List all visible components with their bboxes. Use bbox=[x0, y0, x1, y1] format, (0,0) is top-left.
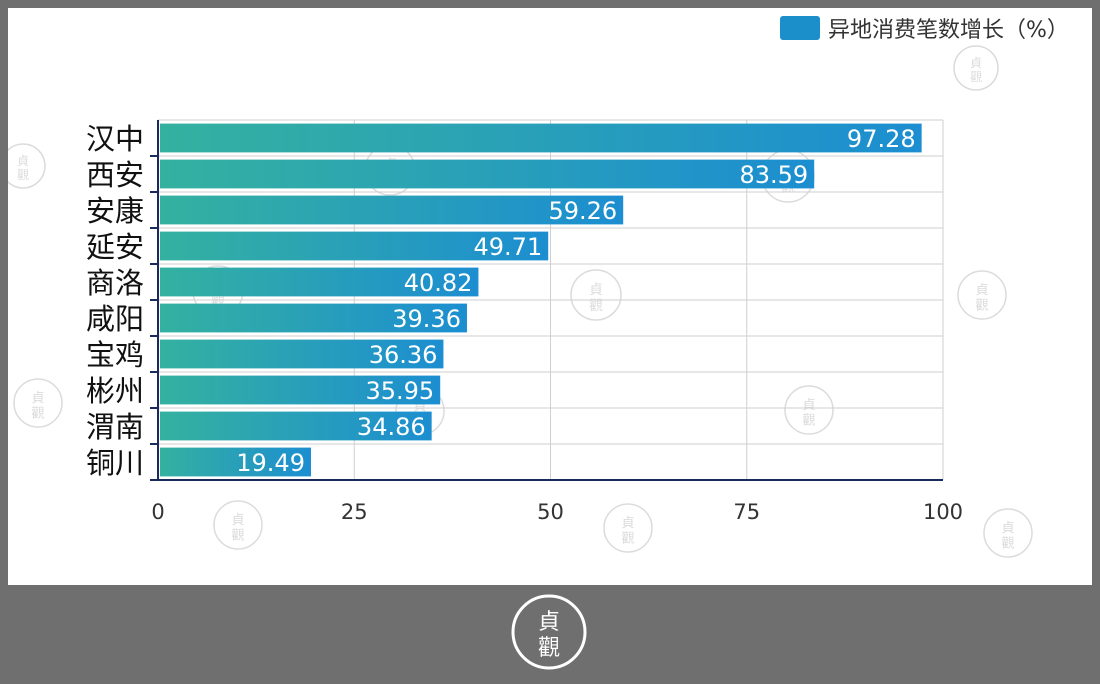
bar-chart: 貞觀貞觀貞觀貞觀貞觀貞觀貞觀貞觀貞觀貞觀貞觀貞觀貞觀 97.2883.5959.… bbox=[8, 45, 1033, 558]
bar bbox=[160, 195, 624, 225]
legend-swatch bbox=[780, 16, 820, 40]
watermark-circle bbox=[603, 503, 653, 553]
bar bbox=[160, 411, 432, 441]
watermark-seal: 貞觀 bbox=[8, 143, 46, 189]
watermark-circle bbox=[8, 143, 46, 189]
bar-value-label: 40.82 bbox=[404, 269, 473, 297]
bar-value-label: 34.86 bbox=[357, 413, 426, 441]
watermark-glyph: 觀 bbox=[802, 412, 815, 428]
legend-label: 异地消费笔数增长（%） bbox=[828, 18, 1069, 43]
y-tick-label: 宝鸡 bbox=[86, 338, 144, 372]
watermark-glyph: 貞 bbox=[1001, 520, 1014, 536]
y-tick-label: 汉中 bbox=[86, 122, 144, 156]
y-tick-label: 渭南 bbox=[86, 410, 144, 444]
watermark-seal: 貞觀 bbox=[570, 269, 622, 321]
watermark-glyph: 觀 bbox=[621, 530, 634, 546]
bar-value-label: 36.36 bbox=[369, 341, 438, 369]
watermark-seal: 貞觀 bbox=[784, 385, 834, 435]
watermark-seal: 貞觀 bbox=[13, 378, 63, 428]
watermark-circle bbox=[784, 385, 834, 435]
bar bbox=[160, 267, 479, 297]
watermark-glyph: 貞 bbox=[975, 282, 988, 298]
watermark-circle bbox=[570, 269, 622, 321]
bar bbox=[160, 447, 311, 477]
bar-value-label: 39.36 bbox=[392, 305, 461, 333]
watermark-glyph: 貞 bbox=[589, 282, 603, 298]
watermark-glyph: 貞 bbox=[621, 515, 634, 531]
watermark-glyph: 觀 bbox=[17, 168, 29, 182]
watermark-seal: 貞觀 bbox=[953, 45, 999, 91]
watermark-circle bbox=[953, 45, 999, 91]
bar-value-label: 49.71 bbox=[474, 233, 543, 261]
x-tick-label: 50 bbox=[537, 500, 564, 524]
chart-canvas: 貞觀貞觀貞觀貞觀貞觀貞觀貞觀貞觀貞觀貞觀貞觀貞觀貞觀 97.2883.5959.… bbox=[8, 8, 1092, 585]
watermark-seal: 貞觀 bbox=[983, 508, 1033, 558]
bar-value-label: 35.95 bbox=[365, 377, 434, 405]
watermark-glyph: 觀 bbox=[1001, 535, 1014, 551]
x-tick-label: 0 bbox=[151, 500, 164, 524]
y-tick-label: 铜川 bbox=[86, 446, 144, 480]
x-tick-label: 75 bbox=[733, 500, 760, 524]
watermark-glyph: 觀 bbox=[970, 70, 982, 84]
watermark-glyph: 貞 bbox=[31, 390, 44, 406]
watermark-glyph: 觀 bbox=[589, 298, 603, 314]
bar bbox=[160, 231, 549, 261]
watermark-glyph: 貞 bbox=[802, 397, 815, 413]
watermark-glyph: 貞 bbox=[231, 512, 244, 528]
y-tick-label: 西安 bbox=[86, 158, 144, 192]
watermark-circle bbox=[983, 508, 1033, 558]
legend[interactable]: 异地消费笔数增长（%） bbox=[780, 12, 1069, 44]
y-tick-label: 延安 bbox=[86, 230, 144, 264]
seal-logo: 貞 觀 bbox=[511, 594, 587, 670]
watermark-glyph: 觀 bbox=[31, 405, 44, 421]
watermark-circle bbox=[957, 270, 1007, 320]
watermark-seal: 貞觀 bbox=[213, 500, 263, 550]
watermark-glyph: 觀 bbox=[975, 297, 988, 313]
bar-value-label: 97.28 bbox=[847, 125, 916, 153]
y-tick-label: 安康 bbox=[86, 194, 144, 228]
y-tick-label: 商洛 bbox=[86, 266, 144, 300]
watermark-glyph: 觀 bbox=[231, 527, 244, 543]
bar-value-label: 83.59 bbox=[739, 161, 808, 189]
bar bbox=[160, 339, 444, 369]
y-tick-label: 咸阳 bbox=[86, 302, 144, 336]
watermark-glyph: 貞 bbox=[17, 154, 29, 168]
bar bbox=[160, 123, 922, 153]
watermark-circle bbox=[213, 500, 263, 550]
watermark-circle bbox=[13, 378, 63, 428]
bar bbox=[160, 159, 815, 189]
watermark-seal: 貞觀 bbox=[603, 503, 653, 553]
bar-value-label: 19.49 bbox=[236, 449, 305, 477]
seal-glyph-bottom: 觀 bbox=[538, 636, 560, 661]
x-tick-label: 25 bbox=[341, 500, 368, 524]
bar bbox=[160, 375, 441, 405]
watermark-seal: 貞觀 bbox=[957, 270, 1007, 320]
bar bbox=[160, 303, 467, 333]
x-tick-label: 100 bbox=[923, 500, 963, 524]
seal-glyph-top: 貞 bbox=[538, 610, 560, 635]
bar-value-label: 59.26 bbox=[548, 197, 617, 225]
y-tick-label: 彬州 bbox=[86, 374, 144, 408]
watermark-glyph: 貞 bbox=[970, 56, 982, 70]
